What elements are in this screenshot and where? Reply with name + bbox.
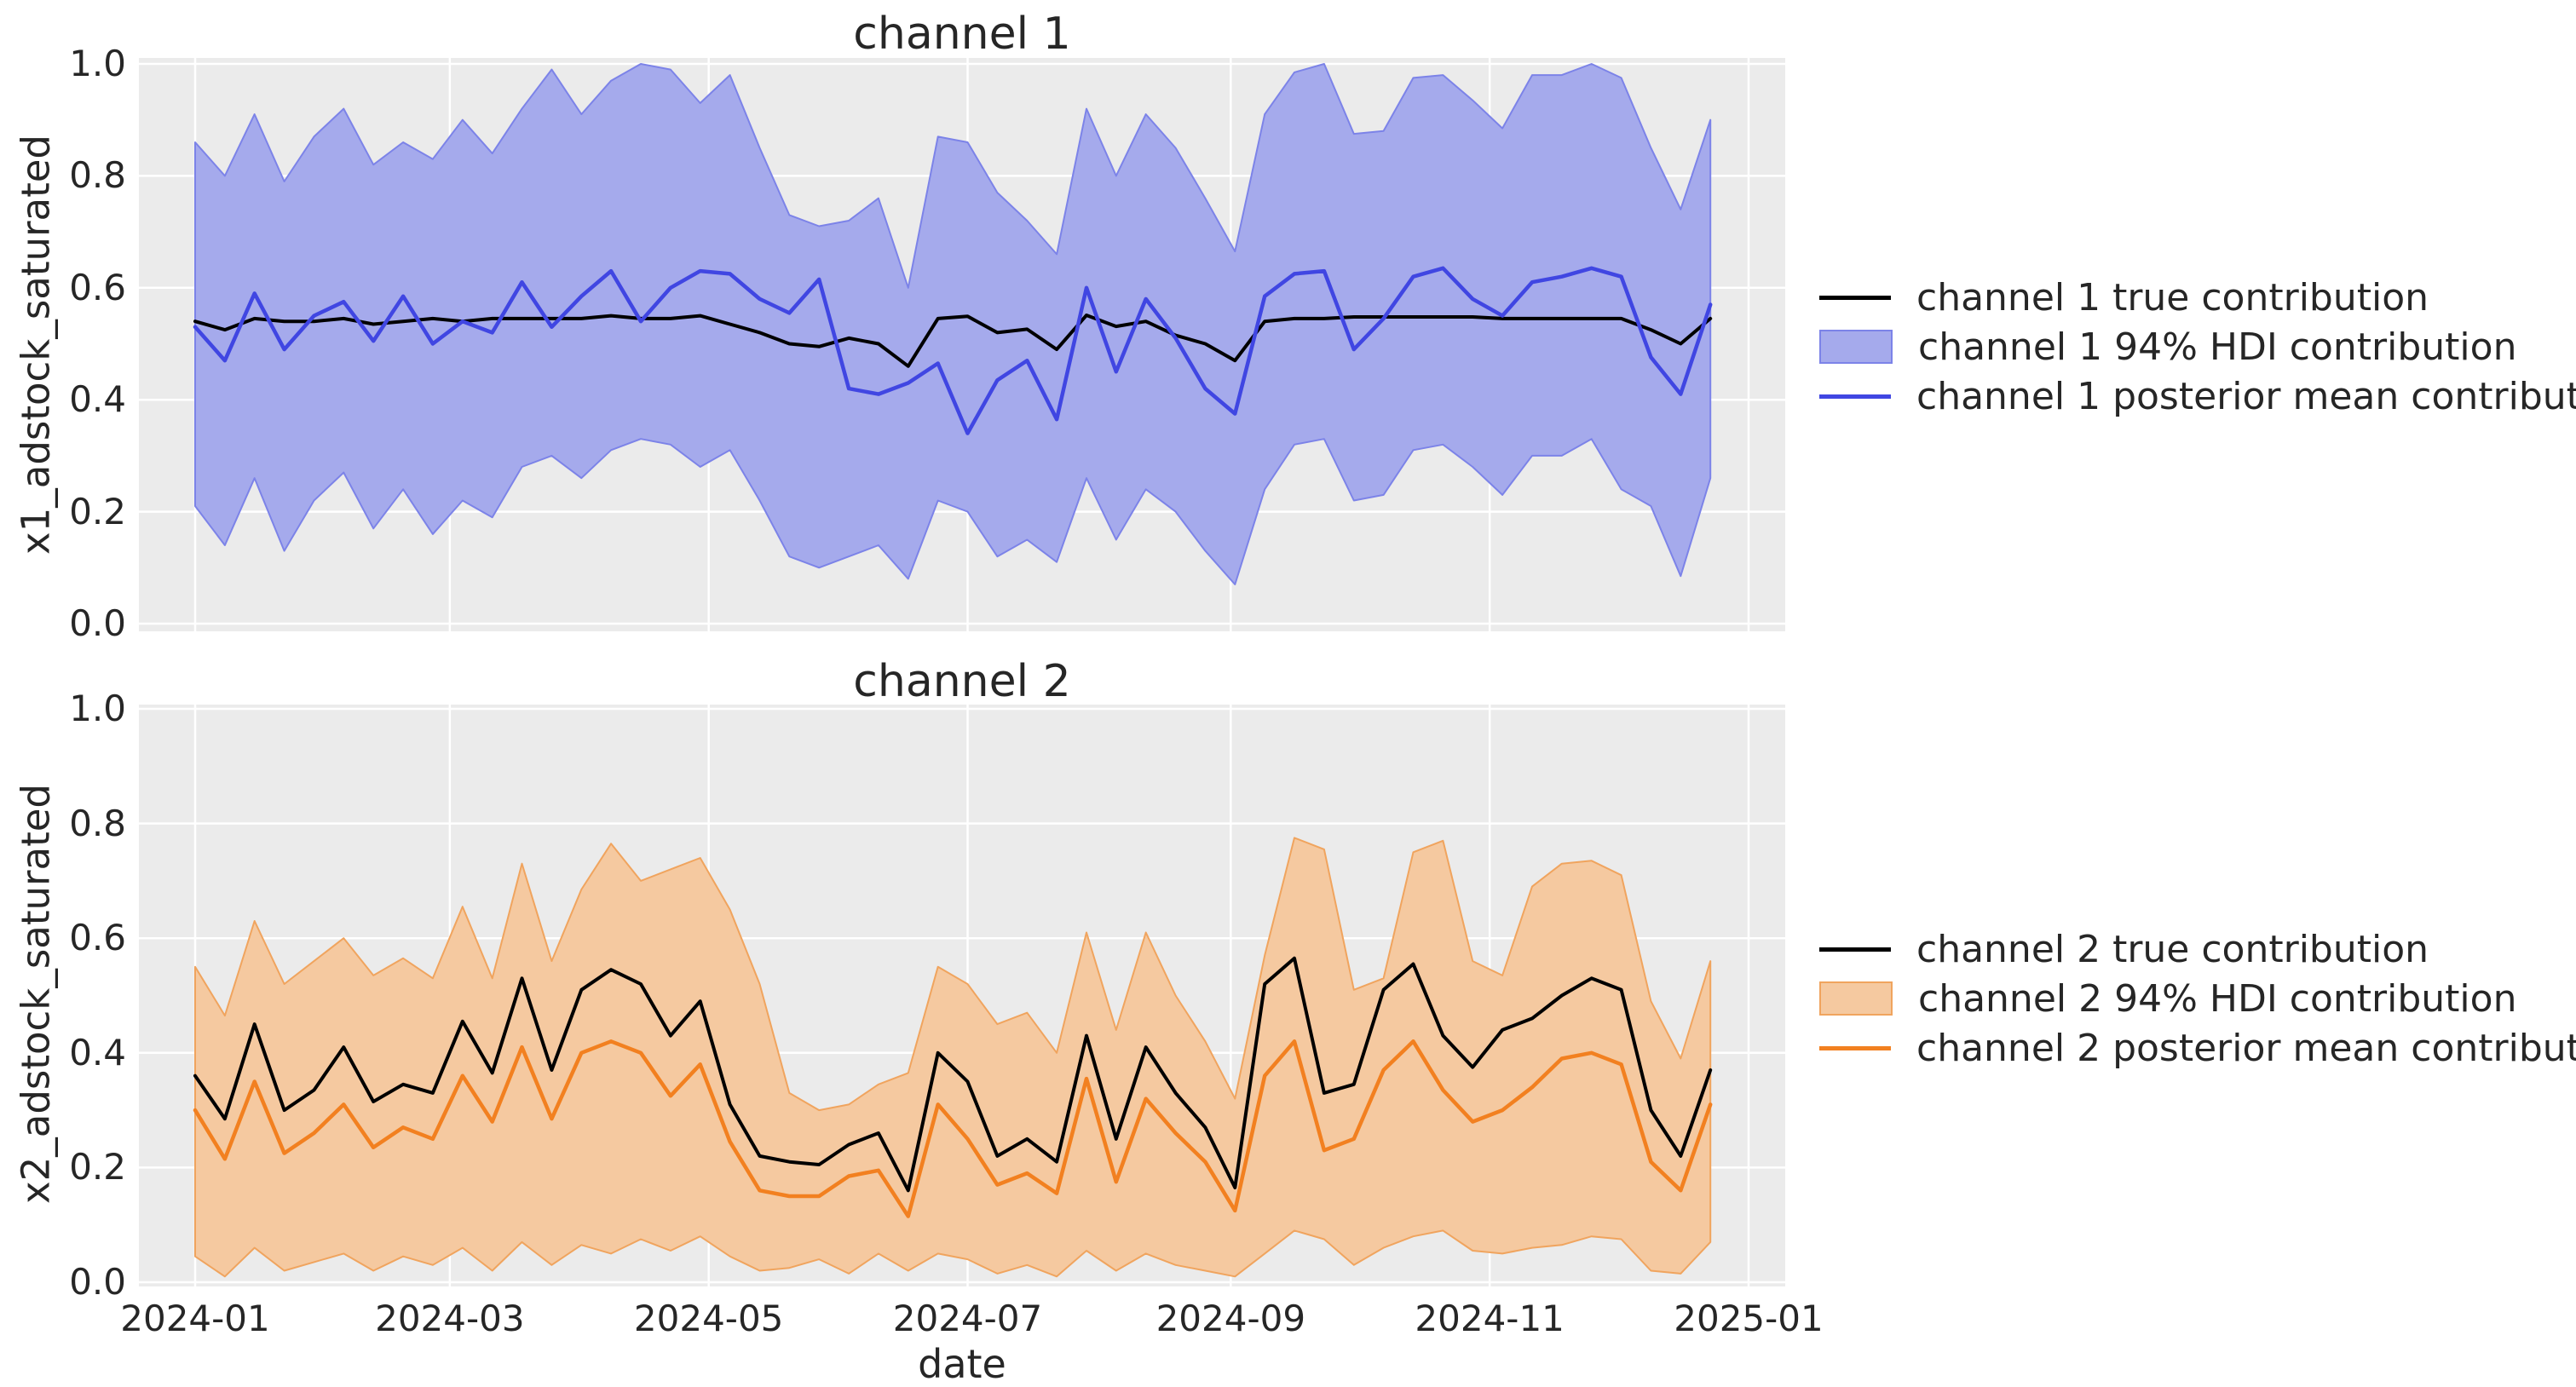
legend-label: channel 2 true contribution bbox=[1916, 927, 2429, 971]
y-tick-label: 0.4 bbox=[69, 1031, 126, 1073]
x-tick-label: 2024-09 bbox=[1155, 1298, 1306, 1339]
chart-title-channel-1: channel 1 bbox=[853, 9, 1071, 60]
y-tick-label: 1.0 bbox=[69, 43, 126, 84]
y-tick-label: 1.0 bbox=[69, 688, 126, 729]
legend-item-hdi-2: channel 2 94% HDI contribution bbox=[1819, 974, 2576, 1023]
posterior-mean-line bbox=[193, 266, 1713, 435]
hdi-band-marker-icon bbox=[1819, 981, 1893, 1016]
x-axis-label: date bbox=[918, 1341, 1006, 1387]
y-tick-label: 0.8 bbox=[69, 802, 126, 844]
legend-label: channel 2 94% HDI contribution bbox=[1918, 976, 2517, 1021]
x-tick-label: 2024-01 bbox=[120, 1298, 270, 1339]
legend-label: channel 1 posterior mean contribution bbox=[1916, 374, 2576, 418]
posterior-mean-line bbox=[193, 1039, 1713, 1218]
hdi-band-marker-icon bbox=[1819, 330, 1893, 364]
chart-title-channel-2: channel 2 bbox=[853, 656, 1071, 707]
y-tick-label: 0.6 bbox=[69, 917, 126, 959]
x-tick-label: 2024-07 bbox=[892, 1298, 1043, 1339]
hdi-band bbox=[194, 837, 1712, 1278]
y-tick-label: 0.8 bbox=[69, 154, 126, 197]
plot-area-channel-2 bbox=[139, 705, 1785, 1286]
legend-label: channel 1 94% HDI contribution bbox=[1918, 325, 2517, 369]
y-tick-label: 0.2 bbox=[69, 490, 126, 532]
x-tick-label: 2024-03 bbox=[375, 1298, 525, 1339]
y-tick-label: 0.6 bbox=[69, 266, 126, 308]
legend-item-hdi-1: channel 1 94% HDI contribution bbox=[1819, 322, 2576, 371]
y-tick-label: 0.0 bbox=[69, 1261, 126, 1303]
channel-1-chart-svg bbox=[139, 58, 1785, 631]
orange-line-marker-icon bbox=[1819, 1045, 1891, 1050]
legend-item-mean-2: channel 2 posterior mean contribution bbox=[1819, 1023, 2576, 1073]
x-tick-label: 2024-05 bbox=[633, 1298, 784, 1339]
black-line-marker-icon bbox=[1819, 947, 1891, 952]
y-axis-label-channel-1: x1_adstock_saturated bbox=[13, 135, 59, 555]
legend-item-true-2: channel 2 true contribution bbox=[1819, 924, 2576, 974]
legend-item-true-1: channel 1 true contribution bbox=[1819, 273, 2576, 322]
y-axis-label-channel-2: x2_adstock_saturated bbox=[13, 784, 59, 1204]
channel-2-chart-svg bbox=[139, 705, 1785, 1286]
plot-area-channel-1 bbox=[139, 58, 1785, 631]
legend-item-mean-1: channel 1 posterior mean contribution bbox=[1819, 371, 2576, 421]
legend-label: channel 1 true contribution bbox=[1916, 275, 2429, 319]
blue-line-marker-icon bbox=[1819, 394, 1891, 399]
x-tick-label: 2025-01 bbox=[1674, 1298, 1824, 1339]
y-tick-label: 0.2 bbox=[69, 1146, 126, 1188]
black-line-marker-icon bbox=[1819, 295, 1891, 300]
hdi-band bbox=[194, 63, 1712, 585]
legend-channel-1: channel 1 true contribution channel 1 94… bbox=[1819, 273, 2576, 421]
legend-label: channel 2 posterior mean contribution bbox=[1916, 1026, 2576, 1070]
x-tick-label: 2024-11 bbox=[1415, 1298, 1565, 1339]
true-contribution-line bbox=[193, 956, 1713, 1193]
legend-channel-2: channel 2 true contribution channel 2 94… bbox=[1819, 924, 2576, 1073]
y-tick-label: 0.0 bbox=[69, 602, 126, 644]
true-contribution-line bbox=[193, 314, 1713, 368]
y-tick-label: 0.4 bbox=[69, 378, 126, 421]
